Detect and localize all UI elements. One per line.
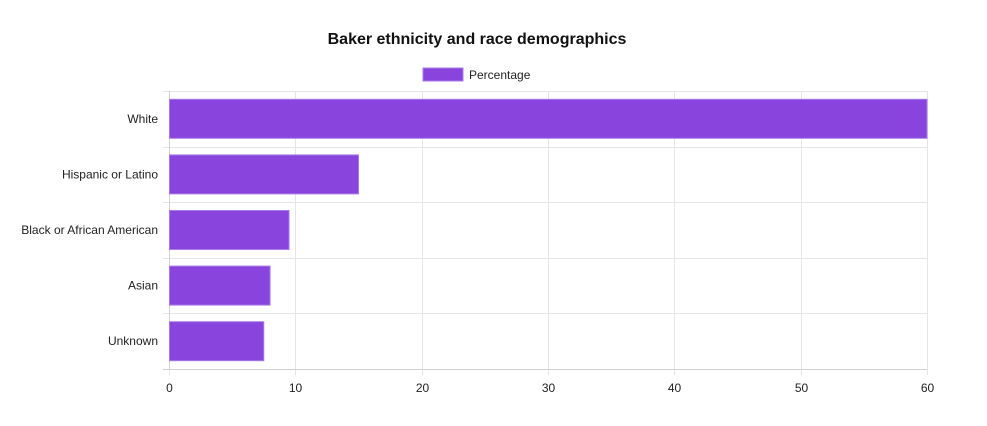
legend[interactable]: Percentage (422, 67, 531, 82)
y-tick-label: White (127, 112, 158, 126)
legend-label: Percentage (469, 68, 531, 82)
y-axis-labels: White Hispanic or Latino Black or African … (21, 112, 158, 348)
x-tick-label: 60 (921, 381, 935, 395)
x-tick-label: 50 (795, 381, 809, 395)
x-axis-labels: 0 10 20 30 40 50 60 (166, 381, 934, 395)
x-tick-label: 40 (668, 381, 682, 395)
x-tick-label: 20 (416, 381, 430, 395)
bar[interactable] (169, 321, 265, 362)
bar[interactable] (169, 154, 359, 195)
x-tick-label: 30 (542, 381, 556, 395)
y-tick-label: Black or African American (21, 223, 158, 237)
y-tick-label: Asian (128, 279, 158, 293)
bar[interactable] (169, 210, 290, 250)
bar[interactable] (169, 98, 928, 139)
bar[interactable] (169, 265, 271, 306)
x-tick-label: 10 (289, 381, 303, 395)
x-tick-label: 0 (166, 381, 173, 395)
legend-swatch (422, 67, 464, 82)
y-tick-label: Hispanic or Latino (62, 167, 158, 181)
chart-title: Baker ethnicity and race demographics (328, 31, 627, 48)
bars (169, 98, 928, 362)
y-tick-label: Unknown (108, 334, 158, 348)
